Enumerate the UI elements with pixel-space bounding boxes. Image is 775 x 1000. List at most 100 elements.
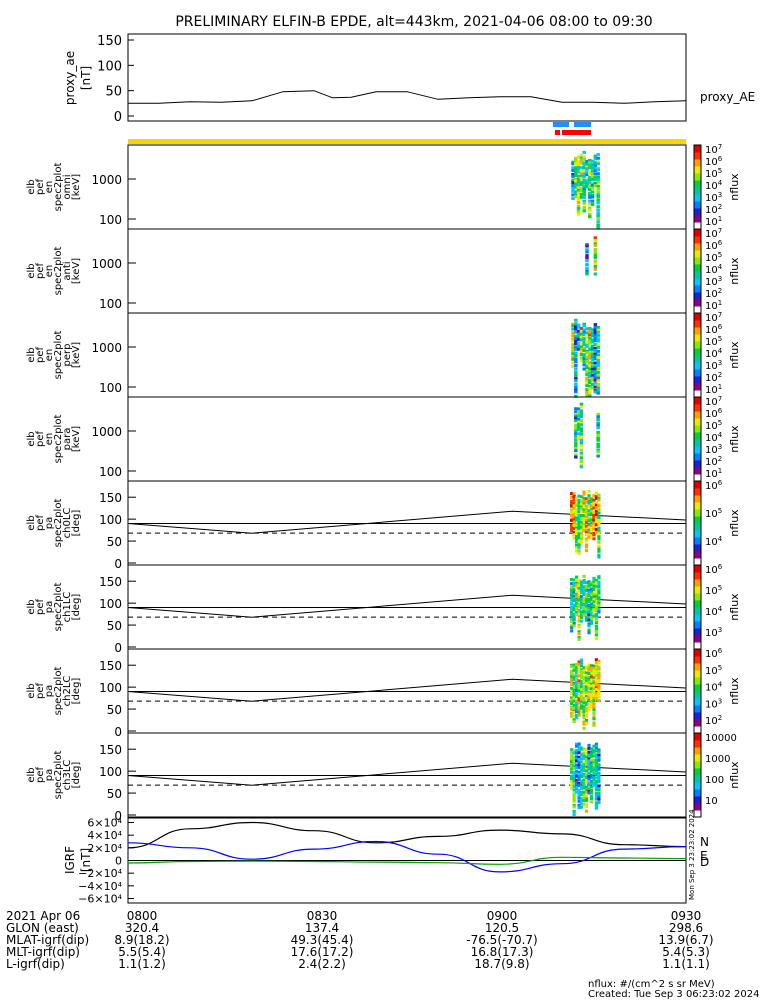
spectrogram-cell <box>593 164 598 168</box>
spectrogram-cell <box>588 370 592 374</box>
spectrogram-cell <box>576 197 581 201</box>
spectrogram-cell <box>597 597 601 601</box>
spectrogram-cell <box>577 665 581 669</box>
spectrogram-cell <box>584 760 589 764</box>
spectrogram-cell <box>587 757 591 761</box>
panel-ylabel-line: [deg] <box>71 594 82 621</box>
spectrogram-cell <box>592 518 596 522</box>
spectrogram-cell <box>582 496 586 500</box>
spectrogram-cell <box>582 722 586 726</box>
spectrogram-cell <box>596 193 600 197</box>
spectrogram-cell <box>572 792 576 796</box>
spectrogram-cell <box>593 182 598 186</box>
spectrogram-cell <box>585 269 589 273</box>
colorbar-segment <box>694 194 701 202</box>
spectrogram-cell <box>582 504 586 508</box>
spectrogram-cell <box>577 776 581 780</box>
spectrogram-cell <box>577 625 581 629</box>
spectrogram-cell <box>589 694 594 698</box>
spectrogram-cell <box>590 334 595 338</box>
spectrogram-cell <box>577 593 581 597</box>
panel-ylabel-line: elb <box>26 515 37 530</box>
spectrogram-cell <box>579 429 584 433</box>
spectrogram-cell <box>596 201 600 205</box>
created-stamp: Created: Tue Sep 3 06:23:02 2024 <box>588 989 760 1000</box>
spectrogram-cell <box>574 449 578 453</box>
spectrogram-cell <box>571 166 575 170</box>
spectrogram-cell <box>589 789 594 793</box>
orbit-cell: 8.9(18.2) <box>114 933 169 947</box>
spectrogram-cell <box>582 343 586 347</box>
panel-tick-label: 150 <box>99 491 122 505</box>
spectrogram-cell <box>582 796 586 800</box>
spectrogram-cell <box>590 181 595 185</box>
spectrogram-cell <box>584 769 589 773</box>
igrf-panel: IGRF [nT] 6×10⁴4×10⁴2×10⁴0−2×10⁴−4×10⁴−6… <box>63 809 709 906</box>
spectrogram-cell <box>579 793 584 797</box>
spectrogram-cell <box>592 705 596 709</box>
spectrogram-cell <box>594 609 599 613</box>
spectrogram-cell <box>597 756 601 760</box>
colorbar-label: 102 <box>705 714 722 727</box>
spectrogram-cell <box>596 438 600 442</box>
colorbar-segment <box>694 621 701 629</box>
spectrogram-cell <box>593 375 598 379</box>
spectrogram-cell <box>572 618 576 622</box>
spectrogram-cell <box>571 357 575 361</box>
spectrogram-cell <box>587 777 591 781</box>
spectrogram-cell <box>592 670 596 674</box>
spectrogram-cell <box>577 527 581 531</box>
panel-tick-label: 100 <box>99 513 122 527</box>
spectrogram-cell <box>579 402 584 406</box>
spectrogram-cell <box>579 510 584 514</box>
spectrogram-cell <box>588 215 592 219</box>
spectrogram-cell <box>582 698 586 702</box>
spectrogram-cell <box>576 155 581 159</box>
spectrogram-cell <box>582 157 586 161</box>
spectrogram-cell <box>594 772 599 776</box>
spectrogram-cell <box>585 334 589 338</box>
spectrogram-cell <box>582 328 586 332</box>
panel-tick-label: 150 <box>99 659 122 673</box>
spectrogram-cell <box>596 364 600 368</box>
pa-panel-0: elbpefpaspec2plotch0LC[deg]0501001501061… <box>26 479 741 571</box>
spectrogram-cell <box>596 379 600 383</box>
spectrogram-cell <box>585 159 589 163</box>
spectrogram-cell <box>572 531 576 535</box>
colorbar-label-exp: 2 <box>718 714 722 722</box>
colorbar-segment <box>694 369 701 377</box>
colorbar-label-exp: 7 <box>718 227 722 235</box>
spectrogram-cell <box>588 163 592 167</box>
spectrogram-cell <box>577 713 581 717</box>
spectrogram-cell <box>579 335 584 339</box>
spectrogram-cell <box>587 509 591 513</box>
spectrogram-cell <box>571 174 575 178</box>
spectrogram-cell <box>579 616 584 620</box>
colorbar-segment <box>694 250 701 258</box>
spectrogram-cell <box>597 774 601 778</box>
panel-ylabel-line: elb <box>26 347 37 362</box>
proxy-ae-series-label: proxy_AE <box>700 90 755 104</box>
spectrogram-cell <box>574 177 578 181</box>
spectrogram-cell <box>579 661 584 665</box>
spectrogram-cell <box>576 174 581 178</box>
colorbar-segment <box>694 761 701 769</box>
spectrogram-cell <box>592 768 596 772</box>
spectrogram-cell <box>593 365 598 369</box>
spectrogram-cell <box>575 774 579 778</box>
spectrogram-cell <box>572 536 576 540</box>
spectrogram-cell <box>589 621 594 625</box>
spectrogram-cell <box>577 581 581 585</box>
spectrogram-cell <box>596 168 600 172</box>
spectrogram-cell <box>596 184 600 188</box>
spectrogram-cell <box>597 667 601 671</box>
spectrogram-cell <box>572 513 576 517</box>
spectrogram-cell <box>584 515 589 519</box>
energy-panel-0: elbpefenspec2plotomni[keV]10010001071061… <box>26 143 741 230</box>
spectrogram-cell <box>587 631 591 635</box>
spectrogram-cell <box>582 155 586 159</box>
spectrogram-cell <box>589 521 594 525</box>
panel-tick-label: 1000 <box>91 341 122 355</box>
spectrogram-cell <box>574 192 578 196</box>
spectrogram-cell <box>592 699 596 703</box>
